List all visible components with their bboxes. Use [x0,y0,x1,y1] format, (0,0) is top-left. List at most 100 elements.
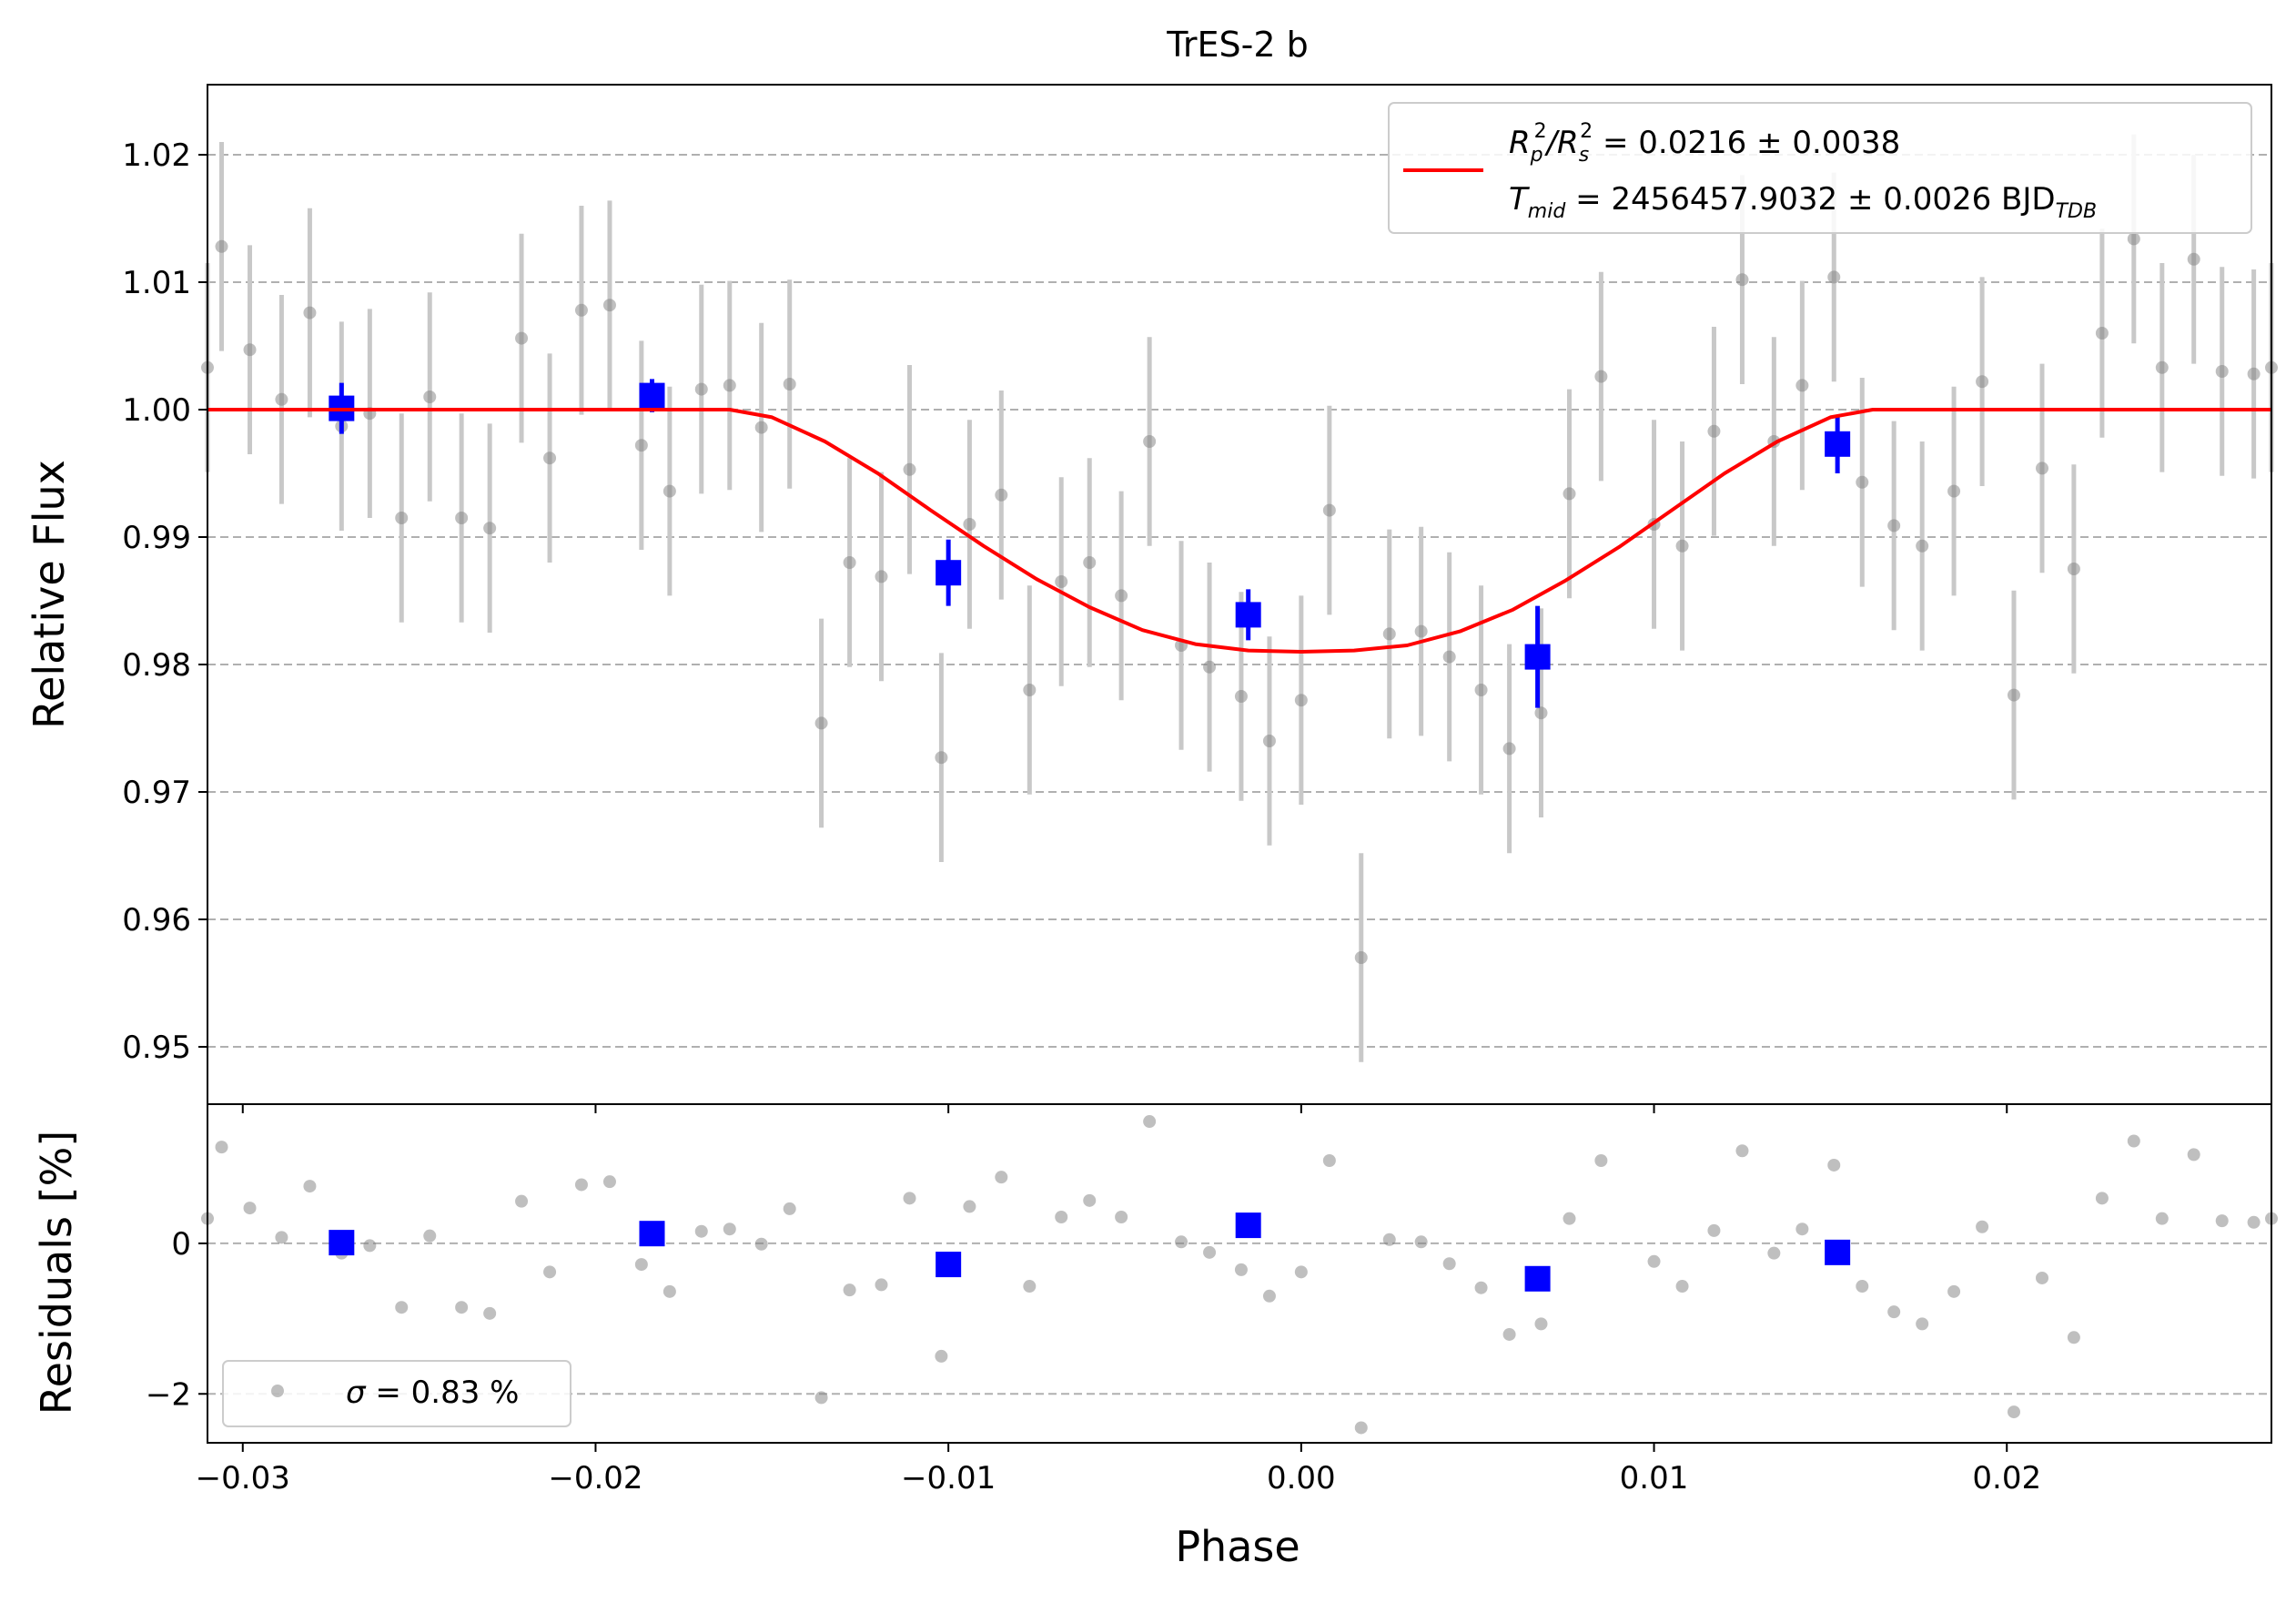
residual-point [754,1237,768,1251]
residual-point [1534,1317,1548,1331]
residual-point [1976,1220,1989,1233]
residual-point [1947,1284,1961,1298]
residual-point [1055,1211,1068,1223]
residual-point [1647,1254,1661,1268]
raw-point [1735,273,1749,287]
x-tick-label: −0.02 [548,1460,642,1496]
raw-point [814,716,828,730]
residual-point [395,1301,409,1314]
raw-point [2007,688,2020,702]
raw-point [1502,742,1516,756]
raw-point [2127,232,2140,246]
binned-residual-point [329,1230,355,1256]
binned-point [639,382,665,409]
residual-point [1023,1280,1037,1294]
chart-title: TrES-2 b [1166,25,1308,65]
raw-point [1055,575,1068,588]
residual-point [515,1194,529,1208]
x-axis-title: Phase [1175,1522,1300,1571]
raw-point [1294,694,1308,707]
residual-point [1735,1144,1749,1158]
bottom-legend: σ = 0.83 % [222,1360,571,1427]
top-model-series [207,408,2271,654]
residual-point [1203,1245,1217,1259]
residual-point [423,1229,437,1243]
x-tick-label: −0.03 [196,1460,290,1496]
raw-point [935,751,948,765]
bottom-y-tick-label: −2 [146,1376,191,1413]
y-axis-title-top: Relative Flux [25,460,74,729]
raw-point [723,379,736,392]
residual-point [363,1239,377,1253]
raw-point [1474,684,1488,696]
residual-point [2247,1215,2261,1229]
residual-point [2155,1212,2169,1225]
raw-point [2187,252,2200,266]
residual-point [1707,1223,1721,1237]
residual-point [1442,1257,1456,1271]
raw-point [1887,519,1901,533]
raw-point [2155,360,2169,374]
raw-point [243,343,257,357]
raw-point [483,522,497,535]
raw-point [275,392,288,406]
residual-point [1414,1235,1428,1249]
raw-point [875,570,888,583]
raw-point [215,239,228,253]
raw-point [2095,327,2109,340]
residual-point [663,1284,676,1298]
binned-point [1235,602,1261,628]
raw-point [574,303,588,317]
top-y-tick-label: 0.95 [122,1030,191,1066]
x-tick-label: 0.01 [1620,1460,1689,1496]
raw-point [395,512,409,524]
raw-point [2067,563,2080,575]
bottom-plot-frame [207,1103,2272,1444]
residual-point [2036,1271,2048,1284]
binned-residual-point [936,1252,962,1278]
binned-point [936,560,962,586]
raw-point [963,518,976,531]
residual-point [1354,1421,1368,1435]
raw-point [1856,475,1869,489]
raw-point [1143,435,1157,448]
raw-point [783,378,796,391]
residual-point [1294,1265,1308,1279]
raw-point [1947,484,1961,498]
residual-point [2187,1148,2200,1162]
bottom-binned-series [329,1212,1851,1292]
raw-point [663,484,676,498]
binned-residual-point [1524,1265,1551,1292]
legend-line-1: Rp2/Rs2 = 0.0216 ± 0.0038 [1509,120,1900,167]
raw-point [1023,684,1037,696]
raw-point [754,421,768,434]
raw-point [1675,539,1689,553]
raw-point [1115,589,1128,603]
raw-point [1414,624,1428,638]
top-binned-series [329,379,1851,708]
raw-point [1827,270,1841,284]
raw-point [455,512,469,524]
residual-point [783,1202,796,1215]
top-y-tick-label: 0.98 [122,647,191,684]
residual-point [875,1278,888,1292]
raw-point [1234,690,1248,703]
raw-point [1322,503,1336,517]
top-legend-box [1388,102,2252,234]
raw-point [515,331,529,345]
raw-point [1976,375,1989,389]
residual-point [723,1223,736,1236]
residual-point [1322,1154,1336,1167]
residual-point [1262,1289,1276,1303]
bottom-legend-box [222,1360,571,1427]
residual-point [1827,1158,1841,1172]
top-y-tick-label: 1.02 [122,137,191,174]
residual-point [215,1141,228,1154]
residual-point [1675,1280,1689,1294]
residual-point [483,1306,497,1320]
raw-point [303,306,317,320]
top-y-tick-label: 0.97 [122,775,191,811]
raw-point [694,382,708,396]
residual-point [275,1231,288,1244]
